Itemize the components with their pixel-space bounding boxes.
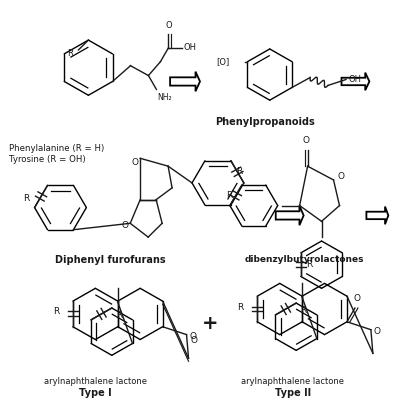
Text: R: R: [67, 49, 73, 58]
Text: O: O: [131, 158, 138, 167]
Text: arylnaphthalene lactone: arylnaphthalene lactone: [44, 377, 147, 386]
Text: O: O: [302, 136, 309, 146]
Text: R: R: [236, 167, 242, 176]
Text: O: O: [354, 294, 360, 303]
Text: +: +: [202, 314, 218, 333]
Text: O: O: [374, 327, 381, 336]
Text: O: O: [121, 221, 128, 230]
Text: [O]: [O]: [216, 57, 229, 66]
Text: R: R: [300, 306, 307, 316]
Text: O: O: [190, 336, 197, 344]
Text: R: R: [53, 308, 59, 316]
Text: R: R: [237, 302, 243, 312]
Text: R: R: [226, 191, 232, 200]
Text: O: O: [190, 332, 196, 341]
Text: Type II: Type II: [274, 388, 311, 398]
Text: R: R: [306, 260, 312, 269]
Text: O: O: [165, 21, 171, 30]
Text: R: R: [23, 194, 30, 203]
Text: Type I: Type I: [79, 388, 112, 398]
Text: Phenylalanine (R = H): Phenylalanine (R = H): [9, 144, 104, 152]
Text: O: O: [337, 172, 345, 180]
Text: R: R: [116, 311, 122, 320]
Text: dibenzylbutyrolactones: dibenzylbutyrolactones: [245, 255, 364, 264]
Text: OH: OH: [183, 44, 196, 52]
Text: OH: OH: [349, 75, 362, 84]
Text: Phenylpropanoids: Phenylpropanoids: [215, 117, 315, 127]
Text: Diphenyl furofurans: Diphenyl furofurans: [55, 255, 166, 265]
Text: Tyrosine (R = OH): Tyrosine (R = OH): [9, 155, 85, 164]
Text: arylnaphthalene lactone: arylnaphthalene lactone: [241, 377, 344, 386]
Text: NH₂: NH₂: [157, 93, 172, 102]
